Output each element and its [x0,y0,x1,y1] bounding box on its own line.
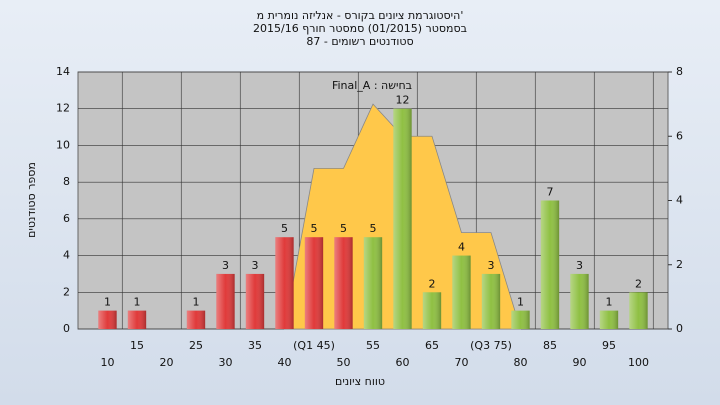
title-line: בסמסטר (01/2015) סמסטר חורף 2015/16 [253,22,467,35]
value-label: 5 [281,222,288,235]
bar-shade [186,310,206,329]
x-tick-label: 85 [543,339,557,352]
x-tick-label: (Q1 45) [293,339,335,352]
x-tick-label: 95 [602,339,616,352]
bar-shade [452,255,471,329]
bar-shade [127,310,147,329]
bar-shade [540,200,560,329]
title-line: היסטוגרמת ציונים בקורס - אנליזה נומרית מ… [257,9,464,22]
bar-shade [216,273,235,329]
value-label: 3 [252,259,259,272]
x-tick-label: 10 [101,356,115,369]
bar-shade [393,108,412,329]
value-label: 1 [134,296,141,309]
value-label: 1 [193,296,200,309]
bar-shade [98,310,117,329]
y-tick-label: 10 [56,138,70,151]
annotation: Final_A : בחישה [332,79,412,92]
x-tick-label: 15 [130,339,144,352]
value-label: 3 [576,259,583,272]
y2-tick-label: 6 [676,129,683,142]
value-label: 5 [340,222,347,235]
bar-shade [481,273,501,329]
y2-tick-label: 0 [676,322,683,335]
x-tick-label: 50 [337,356,351,369]
x-tick-label: 35 [248,339,262,352]
bar-shade [275,237,294,329]
y-tick-label: 4 [63,249,70,262]
x-axis-label: טווח ציונים [335,375,385,388]
bar-shade [629,292,648,329]
bar-shade [304,237,324,329]
value-label: 7 [547,186,554,199]
x-tick-label: 55 [366,339,380,352]
value-label: 12 [396,94,410,107]
x-tick-label: (Q3 75) [470,339,512,352]
x-tick-label: 25 [189,339,203,352]
bar-shade [363,237,383,329]
x-tick-label: 30 [219,356,233,369]
x-tick-label: 40 [278,356,292,369]
bar-shade [570,273,589,329]
value-label: 2 [635,277,642,290]
y-tick-label: 6 [63,212,70,225]
bar-shade [422,292,442,329]
y-axis-label: מספר סטודנטים [25,162,38,238]
x-tick-label: 70 [455,356,469,369]
title-line: סטודנטים רשומים - 87 [306,35,413,48]
value-label: 2 [429,277,436,290]
y-tick-label: 12 [56,102,70,115]
x-tick-label: 100 [628,356,649,369]
value-label: 3 [222,259,229,272]
value-label: 1 [606,296,613,309]
value-label: 4 [458,241,465,254]
bar-shade [334,237,353,329]
bar-shade [245,273,265,329]
x-tick-label: 80 [514,356,528,369]
y2-tick-label: 4 [676,194,683,207]
value-label: 3 [488,259,495,272]
value-label: 5 [311,222,318,235]
bar-shade [511,310,530,329]
x-tick-label: 90 [573,356,587,369]
value-label: 1 [517,296,524,309]
x-tick-label: 60 [396,356,410,369]
y-tick-label: 2 [63,285,70,298]
value-label: 1 [104,296,111,309]
x-tick-label: 65 [425,339,439,352]
y-tick-label: 8 [63,175,70,188]
y-tick-label: 0 [63,322,70,335]
bar-shade [599,310,619,329]
y2-tick-label: 8 [676,65,683,78]
x-tick-label: 20 [160,356,174,369]
value-label: 5 [370,222,377,235]
y2-tick-label: 2 [676,258,683,271]
y-tick-label: 14 [56,65,70,78]
